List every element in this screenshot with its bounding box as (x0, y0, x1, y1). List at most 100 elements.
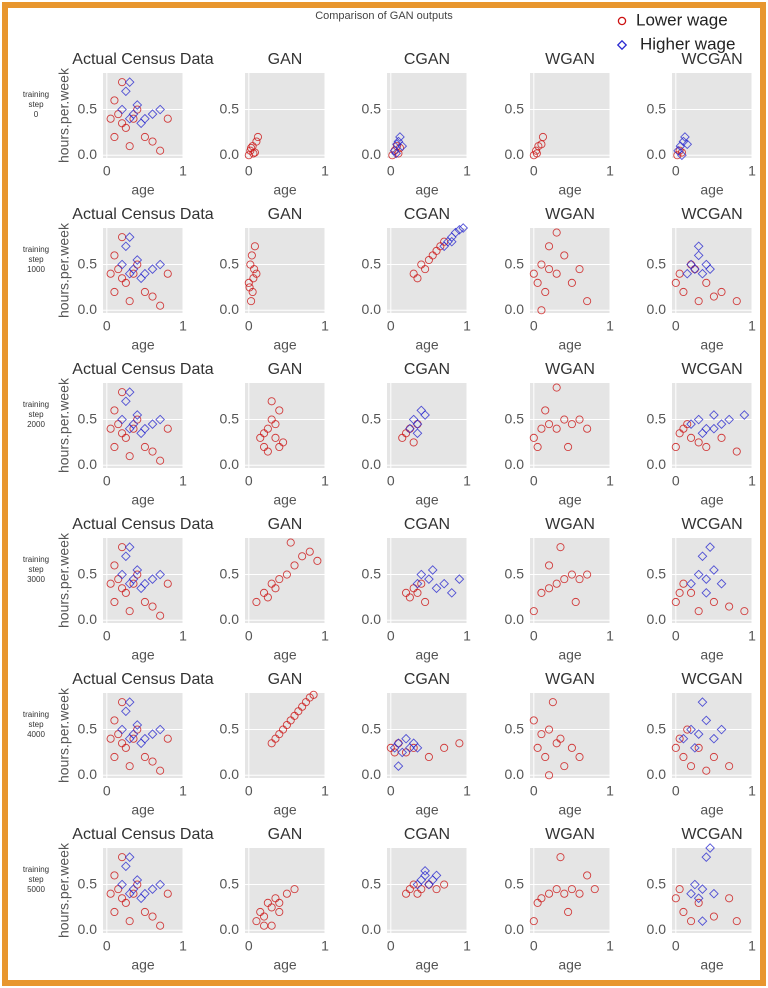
x-tick-label: 1 (463, 628, 471, 644)
point (275, 575, 284, 584)
point (705, 264, 715, 274)
point (544, 242, 554, 251)
x-tick-label: 1 (179, 628, 187, 644)
x-axis-label: age (273, 957, 297, 973)
point (129, 114, 138, 123)
point (424, 574, 434, 584)
point (132, 410, 143, 420)
plot-area (387, 538, 467, 623)
point (678, 733, 689, 744)
point (132, 875, 143, 885)
point (725, 894, 734, 903)
point (686, 724, 696, 735)
point (156, 766, 165, 775)
point (140, 268, 150, 279)
point (694, 297, 703, 306)
y-tick-label: 0.5 (505, 410, 525, 426)
plot-area (530, 73, 610, 158)
point (110, 96, 119, 105)
plot-area (387, 848, 467, 933)
point (271, 433, 280, 442)
point (548, 698, 557, 707)
row-label: step (28, 565, 44, 574)
point (529, 607, 538, 616)
y-tick-label: 0.5 (505, 720, 525, 736)
y-tick-label: 0.0 (362, 766, 382, 782)
y-tick-label: 0.0 (505, 766, 525, 782)
point (290, 561, 299, 570)
y-tick-label: 0.0 (505, 301, 525, 317)
y-tick-label: 0.0 (362, 921, 382, 937)
x-axis-label: age (700, 492, 724, 508)
point (117, 429, 127, 438)
x-tick-label: 1 (463, 473, 471, 489)
point (690, 743, 700, 753)
y-tick-label: 0.0 (78, 146, 98, 162)
point (263, 593, 272, 602)
point (575, 752, 584, 762)
chart-title: WCGAN (681, 206, 742, 223)
point (544, 771, 554, 780)
point (590, 885, 599, 894)
point (690, 879, 700, 890)
point (125, 142, 134, 151)
x-tick-label: 0 (387, 163, 395, 179)
y-axis-label: hours.per.week (56, 687, 72, 783)
x-tick-label: 1 (748, 163, 756, 179)
x-axis-label: age (558, 182, 582, 198)
point (537, 588, 546, 597)
x-axis-label: age (131, 182, 155, 198)
point (124, 232, 135, 242)
point (693, 414, 704, 425)
point (686, 588, 696, 597)
x-tick-label: 1 (606, 473, 614, 489)
x-axis-label: age (700, 957, 724, 973)
point (128, 264, 139, 274)
y-tick-label: 0.0 (505, 146, 525, 162)
chart-title: CGAN (404, 516, 450, 533)
point (701, 574, 712, 584)
x-axis-label: age (273, 492, 297, 508)
x-tick-label: 0 (103, 318, 111, 334)
point (125, 452, 134, 461)
point (567, 278, 576, 287)
point (560, 415, 569, 424)
point (529, 917, 538, 926)
point (694, 607, 703, 616)
plot-area (672, 228, 752, 313)
point (147, 109, 158, 119)
point (140, 442, 149, 452)
y-tick-label: 0.5 (78, 100, 98, 116)
point (686, 762, 696, 771)
point (132, 100, 143, 110)
point (702, 766, 711, 775)
plot-area (387, 693, 467, 778)
point (393, 738, 404, 749)
row-label: step (28, 410, 44, 419)
legend-marker (616, 39, 628, 51)
point (420, 410, 430, 420)
point (556, 853, 565, 862)
x-tick-label: 0 (245, 938, 253, 954)
point (683, 420, 692, 429)
x-tick-label: 0 (245, 163, 253, 179)
point (697, 697, 708, 707)
x-tick-label: 0 (245, 318, 253, 334)
x-tick-label: 0 (245, 783, 253, 799)
row-label: training (23, 865, 49, 874)
y-tick-label: 0.0 (362, 456, 382, 472)
y-axis-label: hours.per.week (56, 67, 72, 163)
point (313, 556, 322, 565)
point (298, 552, 307, 561)
y-tick-label: 0.0 (78, 766, 98, 782)
point (697, 916, 708, 926)
point (682, 139, 693, 150)
x-axis-label: age (273, 802, 297, 818)
point (686, 888, 696, 899)
x-tick-label: 1 (463, 938, 471, 954)
point (446, 236, 457, 247)
chart-title: Actual Census Data (72, 671, 214, 688)
point (282, 570, 291, 579)
point (247, 251, 256, 260)
